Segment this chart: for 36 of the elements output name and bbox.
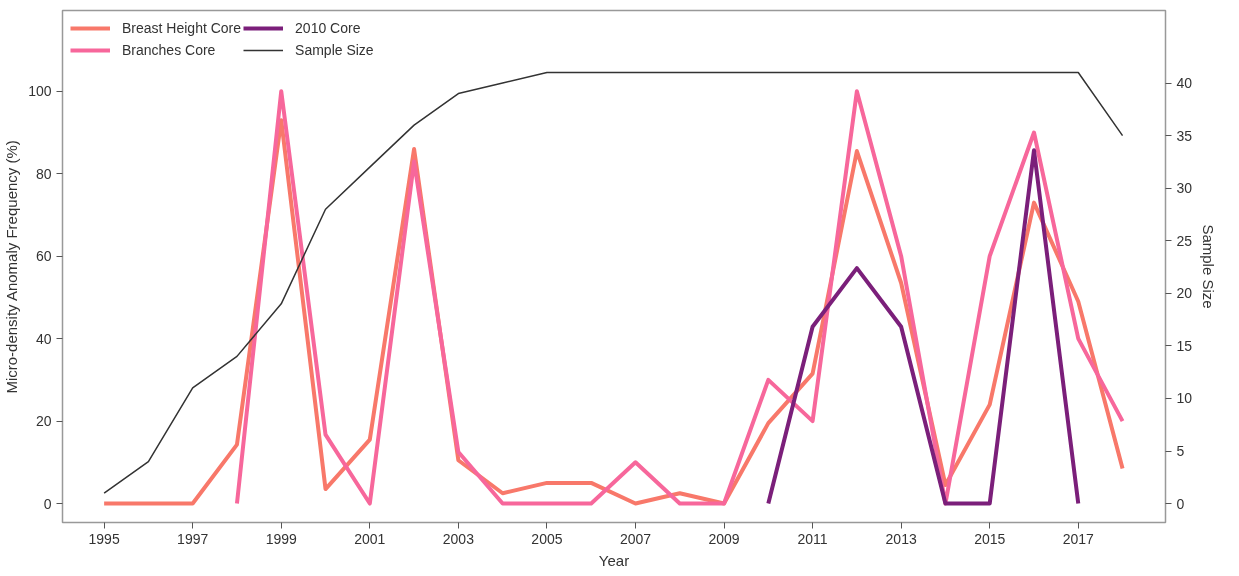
legend-label: Branches Core bbox=[122, 42, 216, 58]
y2-tick-label: 20 bbox=[1176, 285, 1193, 302]
y2-tick-label: 5 bbox=[1176, 443, 1185, 460]
y2-tick-label: 0 bbox=[1176, 495, 1185, 512]
y-tick-label: 0 bbox=[43, 495, 52, 512]
x-tick-label: 2013 bbox=[885, 530, 917, 547]
x-tick-label: 2005 bbox=[531, 530, 563, 547]
y-tick-label: 40 bbox=[35, 330, 52, 347]
legend-label: Breast Height Core bbox=[122, 20, 242, 36]
legend-label: Sample Size bbox=[295, 42, 374, 58]
y2-axis-title: Sample Size bbox=[1200, 224, 1218, 309]
x-tick-label: 2003 bbox=[442, 530, 475, 547]
y-tick-label: 80 bbox=[35, 165, 52, 182]
y2-tick-label: 30 bbox=[1176, 180, 1193, 197]
x-tick-label: 2015 bbox=[974, 530, 1006, 547]
x-tick-label: 1999 bbox=[265, 530, 298, 547]
x-tick-label: 2017 bbox=[1062, 530, 1095, 547]
y2-tick-label: 35 bbox=[1176, 127, 1193, 144]
y-tick-label: 60 bbox=[35, 248, 52, 265]
y2-tick-label: 25 bbox=[1176, 232, 1193, 249]
y-tick-label: 20 bbox=[35, 413, 52, 430]
y-axis-title: Micro-density Anomaly Frequency (%) bbox=[3, 140, 21, 394]
y-tick-label: 100 bbox=[28, 83, 52, 100]
y2-tick-label: 10 bbox=[1176, 390, 1193, 407]
x-axis-title: Year bbox=[598, 551, 630, 569]
x-tick-label: 2011 bbox=[797, 530, 828, 547]
line-series bbox=[766, 148, 1081, 506]
legend-label: 2010 Core bbox=[295, 20, 361, 36]
x-tick-label: 1997 bbox=[177, 530, 209, 547]
x-tick-label: 1995 bbox=[88, 530, 120, 547]
x-tick-label: 2007 bbox=[619, 530, 652, 547]
x-tick-label: 2001 bbox=[354, 530, 386, 547]
x-tick-label: 2009 bbox=[708, 530, 740, 547]
y2-tick-label: 40 bbox=[1176, 75, 1193, 92]
y2-tick-label: 15 bbox=[1176, 337, 1193, 354]
line-series bbox=[234, 89, 1125, 506]
